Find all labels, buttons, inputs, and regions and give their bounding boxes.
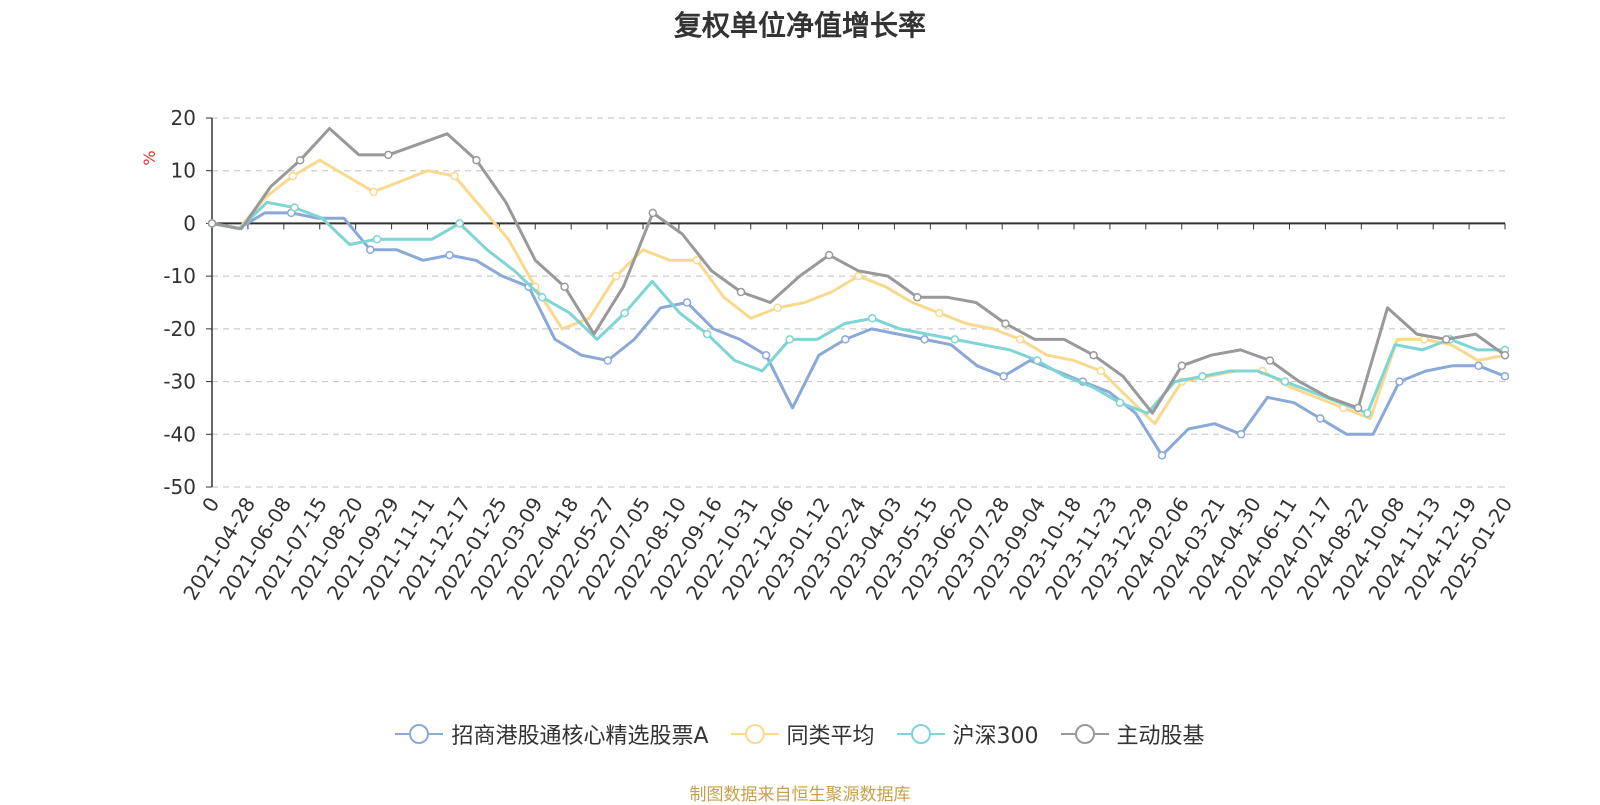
x-tick-label: 0 [197, 493, 224, 517]
line-chart: 20100-10-20-30-40-50%02021-04-282021-06-… [140, 106, 1517, 604]
series-line [211, 127, 1506, 415]
series-point [366, 245, 375, 255]
legend-item[interactable]: 主动股基 [1060, 718, 1205, 750]
series-point [682, 298, 692, 307]
legend-swatch-marker [409, 724, 430, 744]
legend-swatch [1060, 724, 1109, 744]
series-point [372, 234, 382, 244]
series-line [211, 158, 1506, 426]
series-point [290, 203, 299, 212]
series-point [1177, 361, 1187, 371]
series-1 [207, 158, 1510, 426]
series-point [1280, 377, 1290, 386]
series-point [620, 308, 629, 318]
legend-label: 同类平均 [786, 724, 875, 749]
legend-item[interactable]: 同类平均 [730, 718, 875, 750]
series-point [935, 308, 944, 318]
legend-swatch-marker [910, 724, 931, 744]
series-point [288, 171, 298, 181]
legend-item[interactable]: 招商港股通核心精选股票A [395, 718, 709, 750]
series-point [1474, 361, 1483, 371]
series-3 [207, 127, 1510, 415]
legend-swatch-marker [1074, 724, 1095, 744]
series-point [1015, 335, 1025, 344]
series-line [211, 211, 1506, 457]
legend-swatch [896, 724, 945, 744]
series-point [854, 271, 863, 281]
series-layer [207, 127, 1510, 460]
y-tick-label: -30 [163, 370, 196, 394]
series-point [560, 282, 569, 291]
y-tick-label: 20 [171, 106, 196, 130]
series-0 [207, 208, 1510, 460]
series-point [384, 150, 393, 160]
axis-layer: 20100-10-20-30-40-50%02021-04-282021-06-… [140, 106, 1517, 604]
series-point [611, 271, 621, 281]
series-line [211, 200, 1505, 415]
y-tick-label: -20 [163, 317, 196, 341]
series-point [920, 335, 929, 344]
series-point [537, 292, 547, 302]
series-point [1395, 377, 1404, 386]
series-point [1316, 414, 1325, 423]
series-point [1096, 366, 1106, 376]
series-point [445, 250, 454, 260]
series-point [841, 335, 850, 344]
y-tick-label: -10 [163, 264, 196, 288]
series-point [1089, 350, 1098, 360]
series-point [1033, 356, 1042, 365]
series-point [1157, 451, 1167, 460]
y-tick-label: 0 [183, 211, 196, 235]
series-point [692, 256, 702, 265]
legend-label: 招商港股通核心精选股票A [451, 724, 709, 749]
source-note: 制图数据来自恒生聚源数据库 [689, 785, 911, 805]
series-point [785, 335, 794, 344]
series-point [773, 303, 782, 313]
y-axis-label: % [140, 150, 159, 165]
y-tick-label: 10 [171, 159, 196, 183]
series-point [736, 287, 746, 297]
legend: 招商港股通核心精选股票A 同类平均 沪深300 主动股基 [0, 718, 1600, 750]
series-point [472, 155, 481, 165]
series-point [207, 219, 217, 228]
series-point [950, 335, 960, 344]
series-point [702, 329, 712, 339]
series-point [295, 155, 305, 165]
series-point [1500, 350, 1510, 360]
series-point [1001, 319, 1010, 328]
series-point [1265, 356, 1275, 365]
series-point [1500, 372, 1510, 381]
series-point [648, 208, 658, 218]
series-point [1115, 398, 1125, 407]
legend-label: 沪深300 [952, 724, 1039, 749]
chart-title: 复权单位净值增长率 [673, 9, 926, 42]
grid-layer [212, 117, 1505, 488]
legend-item[interactable]: 沪深300 [896, 718, 1039, 750]
y-tick-label: -40 [163, 422, 196, 446]
series-point [603, 356, 613, 365]
series-point [1441, 335, 1451, 344]
series-point [1353, 403, 1363, 413]
series-point [369, 187, 378, 197]
series-point [761, 350, 771, 360]
legend-label: 主动股基 [1116, 724, 1205, 749]
series-point [913, 292, 922, 302]
series-point [868, 314, 877, 323]
series-point [999, 372, 1008, 381]
series-2 [207, 200, 1510, 418]
series-point [455, 219, 464, 228]
series-point [450, 171, 459, 181]
legend-swatch [730, 724, 779, 744]
series-point [824, 250, 834, 260]
series-point [1198, 372, 1207, 381]
legend-swatch [395, 724, 444, 744]
series-point [1236, 430, 1246, 439]
series-point [1363, 408, 1372, 418]
y-tick-label: -50 [163, 475, 196, 499]
legend-swatch-marker [744, 724, 765, 744]
